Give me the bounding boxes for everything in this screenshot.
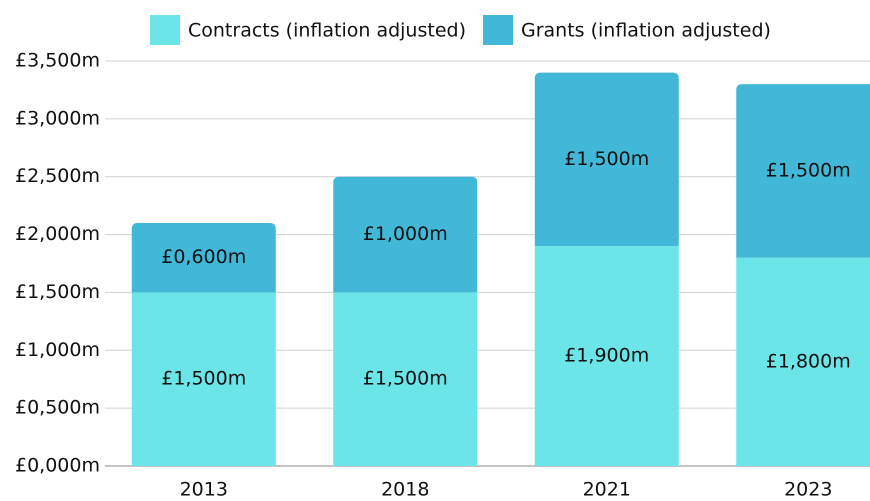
x-tick-label: 2023 xyxy=(784,479,832,501)
y-tick-label: £0,500m xyxy=(15,397,100,419)
bar-segment xyxy=(131,292,276,466)
bar-segment xyxy=(736,84,870,258)
y-tick-label: £3,500m xyxy=(15,50,100,72)
x-tick-label: 2013 xyxy=(180,479,228,501)
bar-segment xyxy=(534,72,679,247)
y-tick-label: £2,500m xyxy=(15,165,100,187)
bar-segment xyxy=(333,292,478,466)
bar-segment xyxy=(736,257,870,466)
bar-segment xyxy=(131,223,276,293)
y-tick-label: £1,500m xyxy=(15,281,100,303)
value-label: £1,800m xyxy=(766,350,851,372)
legend-swatch xyxy=(150,15,180,45)
y-tick-label: £2,000m xyxy=(15,223,100,245)
value-label: £1,500m xyxy=(564,148,649,170)
y-tick-label: £1,000m xyxy=(15,339,100,361)
value-label: £1,500m xyxy=(766,159,851,181)
value-label: £1,500m xyxy=(161,368,246,390)
bar-segment xyxy=(534,246,679,466)
value-label: £1,500m xyxy=(363,368,448,390)
bar-segment xyxy=(333,176,478,293)
y-tick-label: £3,000m xyxy=(15,107,100,129)
x-tick-label: 2021 xyxy=(583,479,631,501)
value-label: £0,600m xyxy=(161,246,246,268)
y-tick-label: £0,000m xyxy=(15,455,100,477)
value-label: £1,000m xyxy=(363,223,448,245)
legend-label: Contracts (inflation adjusted) xyxy=(188,20,466,42)
x-tick-label: 2018 xyxy=(381,479,429,501)
legend-label: Grants (inflation adjusted) xyxy=(521,20,771,42)
legend-swatch xyxy=(483,15,513,45)
value-label: £1,900m xyxy=(564,345,649,367)
